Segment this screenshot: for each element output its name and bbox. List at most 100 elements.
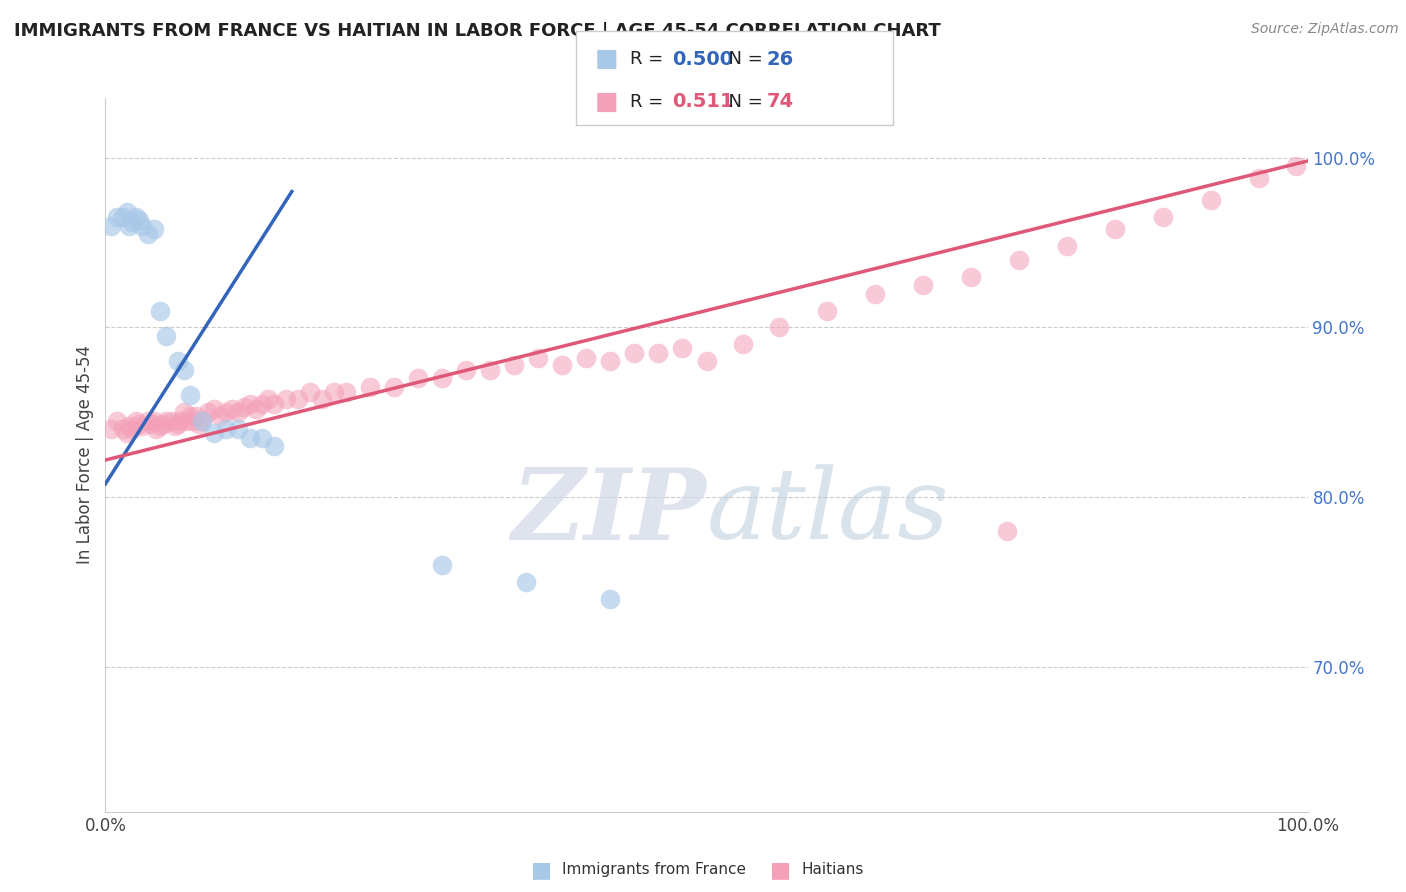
Text: 26: 26 bbox=[766, 50, 793, 69]
Point bbox=[184, 409, 207, 423]
Point bbox=[503, 358, 526, 372]
Point bbox=[1008, 252, 1031, 267]
Point bbox=[256, 392, 278, 406]
Point bbox=[142, 414, 165, 428]
Point bbox=[551, 358, 574, 372]
Point bbox=[190, 414, 212, 428]
Text: ■: ■ bbox=[595, 90, 619, 114]
Point bbox=[169, 414, 191, 428]
Point bbox=[768, 320, 790, 334]
Text: IMMIGRANTS FROM FRANCE VS HAITIAN IN LABOR FORCE | AGE 45-54 CORRELATION CHART: IMMIGRANTS FROM FRANCE VS HAITIAN IN LAB… bbox=[14, 22, 941, 40]
Point bbox=[148, 303, 170, 318]
Point bbox=[287, 392, 309, 406]
Point bbox=[239, 397, 262, 411]
Text: R =: R = bbox=[630, 93, 669, 111]
Text: 0.511: 0.511 bbox=[672, 92, 734, 112]
Point bbox=[107, 210, 129, 224]
Point bbox=[599, 592, 621, 607]
Point bbox=[671, 341, 693, 355]
Point bbox=[100, 422, 122, 436]
Point bbox=[112, 422, 135, 436]
Point bbox=[311, 392, 333, 406]
Text: R =: R = bbox=[630, 51, 669, 69]
Text: Immigrants from France: Immigrants from France bbox=[562, 863, 747, 877]
Point bbox=[118, 419, 141, 434]
Point bbox=[202, 402, 225, 417]
Point bbox=[166, 354, 188, 368]
Point bbox=[815, 303, 838, 318]
Point bbox=[118, 219, 141, 233]
Point bbox=[152, 417, 174, 432]
Point bbox=[208, 409, 231, 423]
Point bbox=[382, 380, 405, 394]
Point bbox=[527, 351, 550, 365]
Point bbox=[599, 354, 621, 368]
Point bbox=[121, 422, 143, 436]
Point bbox=[263, 439, 285, 453]
Point bbox=[232, 401, 254, 415]
Point bbox=[100, 219, 122, 233]
Point bbox=[1284, 159, 1306, 173]
Point bbox=[911, 278, 934, 293]
Y-axis label: In Labor Force | Age 45-54: In Labor Force | Age 45-54 bbox=[76, 345, 94, 565]
Text: 74: 74 bbox=[766, 92, 793, 112]
Point bbox=[197, 405, 219, 419]
Point bbox=[128, 417, 150, 432]
Point bbox=[121, 215, 143, 229]
Point bbox=[179, 409, 201, 423]
Point bbox=[226, 405, 249, 419]
Point bbox=[155, 414, 177, 428]
Text: N =: N = bbox=[717, 93, 769, 111]
Point bbox=[181, 414, 204, 428]
Point bbox=[960, 269, 983, 284]
Point bbox=[173, 363, 195, 377]
Point bbox=[1249, 171, 1271, 186]
Point bbox=[647, 346, 669, 360]
Point bbox=[214, 405, 236, 419]
Point bbox=[335, 385, 357, 400]
Point bbox=[214, 422, 236, 436]
Point bbox=[263, 397, 285, 411]
Point bbox=[359, 380, 381, 394]
Point bbox=[696, 354, 718, 368]
Point bbox=[1056, 239, 1078, 253]
Point bbox=[430, 558, 453, 573]
Point bbox=[148, 419, 170, 434]
Point bbox=[139, 417, 162, 432]
Text: ■: ■ bbox=[595, 47, 619, 71]
Point bbox=[145, 422, 167, 436]
Point bbox=[155, 329, 177, 343]
Point bbox=[142, 222, 165, 236]
Point bbox=[115, 425, 138, 440]
Point bbox=[136, 414, 159, 428]
Point bbox=[575, 351, 598, 365]
Point bbox=[406, 371, 429, 385]
Point bbox=[160, 414, 183, 428]
Text: atlas: atlas bbox=[707, 465, 949, 559]
Text: ZIP: ZIP bbox=[512, 464, 707, 560]
Point bbox=[322, 385, 344, 400]
Text: 0.500: 0.500 bbox=[672, 50, 733, 69]
Point bbox=[124, 210, 146, 224]
Point bbox=[202, 425, 225, 440]
Point bbox=[131, 419, 153, 434]
Point bbox=[128, 213, 150, 227]
Point bbox=[274, 392, 297, 406]
Point bbox=[454, 363, 477, 377]
Text: Haitians: Haitians bbox=[801, 863, 863, 877]
Point bbox=[176, 414, 198, 428]
Point bbox=[131, 219, 153, 233]
Point bbox=[173, 405, 195, 419]
Point bbox=[179, 388, 201, 402]
Point bbox=[165, 419, 187, 434]
Point bbox=[112, 210, 135, 224]
Point bbox=[239, 431, 262, 445]
Point bbox=[515, 575, 537, 590]
Point bbox=[623, 346, 645, 360]
Text: ■: ■ bbox=[531, 860, 551, 880]
Point bbox=[166, 417, 188, 432]
Point bbox=[995, 524, 1018, 539]
Point bbox=[1152, 210, 1174, 224]
Point bbox=[298, 385, 321, 400]
Point bbox=[124, 414, 146, 428]
